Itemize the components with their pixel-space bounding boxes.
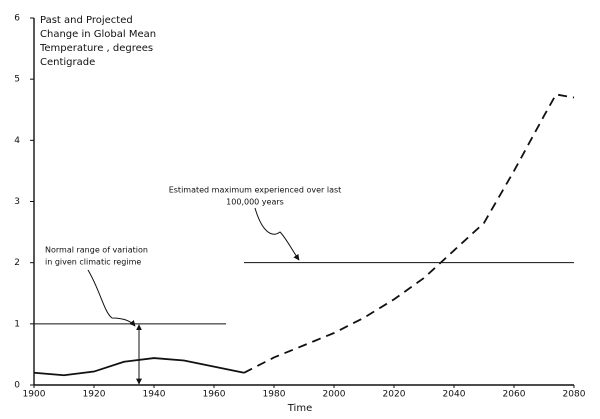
y-tick-label: 0 bbox=[14, 381, 20, 391]
y-tick-label: 3 bbox=[14, 197, 20, 207]
x-tick-label: 1940 bbox=[143, 390, 166, 400]
x-tick-label: 2040 bbox=[443, 390, 466, 400]
y-tick-label: 5 bbox=[14, 75, 20, 85]
chart-title: Temperature , degrees bbox=[39, 43, 153, 54]
chart-title: Change in Global Mean bbox=[40, 29, 156, 40]
annotation: Normal range of variation bbox=[45, 246, 148, 255]
data-line bbox=[33, 357, 245, 377]
y-tick-label: 4 bbox=[14, 136, 20, 146]
annotation-arrow bbox=[87, 269, 136, 327]
chart-title: Centigrade bbox=[40, 57, 95, 68]
annotation: in given climatic regime bbox=[45, 258, 141, 267]
x-axis-label: Time bbox=[287, 403, 312, 414]
annotation: 100,000 years bbox=[226, 198, 284, 207]
x-tick-label: 2000 bbox=[323, 390, 346, 400]
x-tick-label: 1920 bbox=[83, 390, 106, 400]
x-tick-label: 1980 bbox=[263, 390, 286, 400]
x-tick-label: 1900 bbox=[23, 390, 46, 400]
y-tick-label: 1 bbox=[14, 319, 20, 329]
x-tick-label: 2080 bbox=[563, 390, 586, 400]
chart-title: Past and Projected bbox=[40, 15, 133, 26]
x-tick-label: 2020 bbox=[383, 390, 406, 400]
data-line bbox=[243, 93, 575, 374]
y-tick-label: 6 bbox=[14, 14, 20, 24]
annotation-arrow bbox=[254, 207, 300, 261]
annotation: Estimated maximum experienced over last bbox=[169, 186, 342, 195]
y-tick-label: 2 bbox=[14, 258, 20, 268]
x-tick-label: 1960 bbox=[203, 390, 226, 400]
x-tick-label: 2060 bbox=[503, 390, 526, 400]
